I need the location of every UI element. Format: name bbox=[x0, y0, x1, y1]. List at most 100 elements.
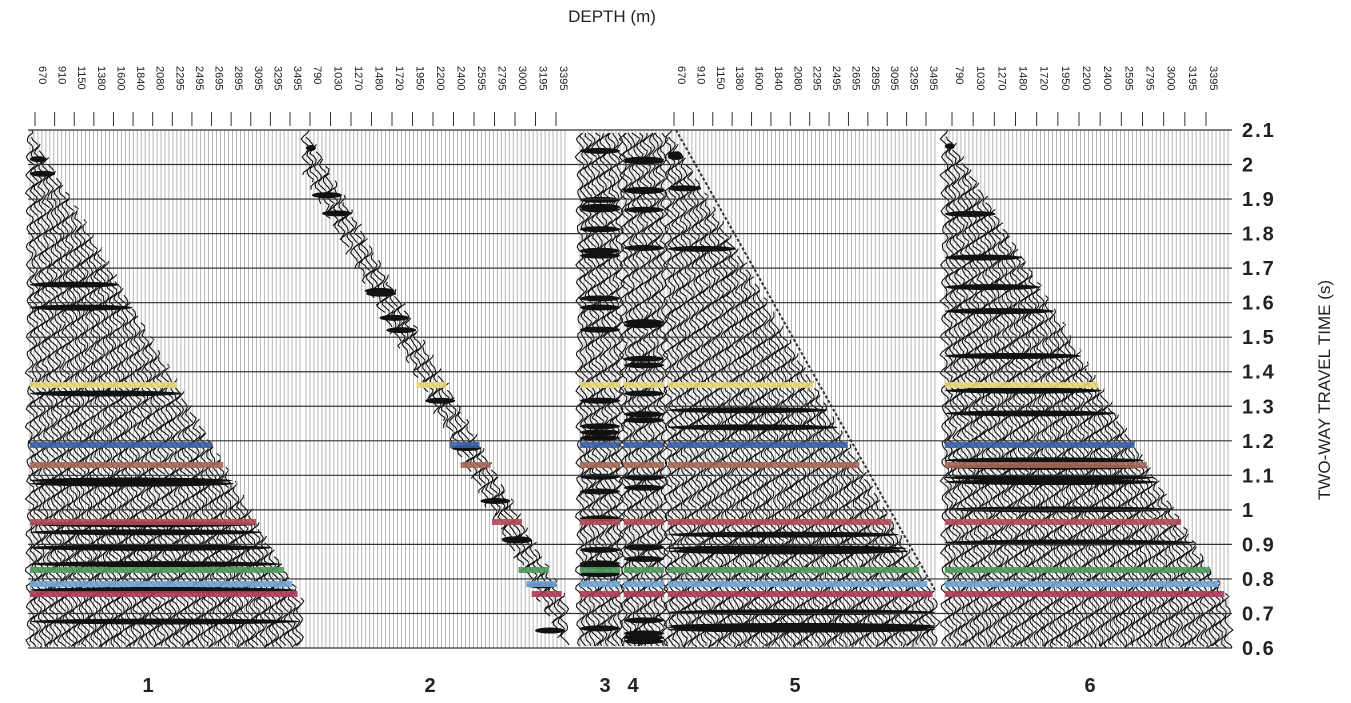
trace-wiggle bbox=[878, 506, 889, 646]
y-tick-label: 1.1 bbox=[1242, 465, 1276, 487]
trace-wiggle bbox=[1167, 506, 1178, 646]
depth-label: 1950 bbox=[414, 66, 426, 90]
trace-wiggle bbox=[1199, 559, 1209, 648]
reflection bbox=[624, 206, 664, 213]
trace-wiggle bbox=[1223, 599, 1234, 649]
reflection bbox=[379, 314, 410, 321]
reflection bbox=[580, 295, 620, 302]
horizon bbox=[30, 591, 298, 597]
trace-wiggle bbox=[291, 590, 302, 646]
trace-wiggle bbox=[925, 590, 936, 646]
depth-label: 2295 bbox=[811, 66, 823, 90]
reflection bbox=[624, 617, 664, 624]
depth-label: 3495 bbox=[927, 66, 939, 90]
trace-wiggle bbox=[203, 439, 215, 648]
panel-label: 3 bbox=[599, 675, 610, 697]
trace-wiggle bbox=[163, 370, 175, 648]
reflection bbox=[945, 210, 996, 217]
trace-wiggle bbox=[425, 353, 435, 400]
trace-wiggle bbox=[955, 156, 967, 646]
reflection bbox=[624, 555, 664, 562]
trace-wiggle bbox=[825, 416, 837, 648]
reflection bbox=[501, 536, 532, 543]
reflection bbox=[945, 284, 1040, 291]
trace-wiggle bbox=[215, 460, 226, 647]
depth-label: 790 bbox=[311, 66, 323, 84]
depth-label: 1150 bbox=[75, 66, 87, 90]
reflection bbox=[624, 186, 664, 193]
trace-wiggle bbox=[350, 216, 360, 262]
depth-label: 2595 bbox=[1122, 66, 1134, 90]
trace-wiggle bbox=[586, 132, 598, 647]
depth-label: 3095 bbox=[252, 66, 264, 90]
horizon bbox=[580, 382, 620, 388]
trace-wiggle bbox=[714, 220, 726, 647]
y-tick-label: 2 bbox=[1242, 155, 1255, 177]
y-tick-label: 2.1 bbox=[1242, 120, 1276, 142]
trace-wiggle bbox=[448, 397, 459, 443]
depth-label: 1030 bbox=[974, 66, 986, 90]
horizon bbox=[945, 462, 1147, 468]
horizon bbox=[668, 581, 928, 587]
depth-label: 3000 bbox=[1165, 66, 1177, 90]
depth-label: 2795 bbox=[496, 66, 508, 90]
depth-label: 2895 bbox=[232, 66, 244, 90]
reflection bbox=[30, 390, 183, 397]
depth-label: 1600 bbox=[753, 66, 765, 90]
reflection bbox=[668, 609, 935, 616]
reflection bbox=[580, 196, 620, 203]
horizon bbox=[945, 567, 1210, 573]
trace-wiggle bbox=[459, 418, 471, 465]
reflection bbox=[668, 245, 736, 252]
trace-wiggle bbox=[662, 129, 674, 647]
trace-wiggle bbox=[1147, 473, 1158, 646]
depth-label: 2400 bbox=[1101, 66, 1113, 90]
depth-label: 2595 bbox=[475, 66, 487, 90]
trace-wiggle bbox=[939, 129, 951, 647]
trace-wiggle bbox=[1183, 533, 1194, 648]
trace-wiggle bbox=[389, 289, 399, 335]
reflection bbox=[480, 497, 511, 504]
trace-wiggle bbox=[1219, 592, 1230, 648]
reflection bbox=[580, 429, 620, 436]
trace-wiggle bbox=[987, 208, 999, 648]
y-tick-label: 1.6 bbox=[1242, 293, 1276, 315]
reflection bbox=[668, 531, 899, 538]
trace-wiggle bbox=[1139, 460, 1150, 648]
reflection bbox=[580, 397, 620, 404]
depth-label: 1150 bbox=[714, 66, 726, 90]
depth-label: 1600 bbox=[114, 66, 126, 90]
y-tick-label: 1.4 bbox=[1242, 362, 1276, 384]
trace-wiggle bbox=[809, 387, 821, 647]
horizon bbox=[668, 442, 848, 448]
y-tick-label: 0.7 bbox=[1242, 603, 1276, 625]
depth-label: 1480 bbox=[1017, 66, 1029, 90]
trace-wiggle bbox=[519, 527, 531, 573]
trace-wiggle bbox=[283, 577, 294, 647]
trace-wiggle bbox=[929, 597, 941, 647]
y-tick-label: 1.7 bbox=[1242, 258, 1276, 280]
trace-wiggle bbox=[1079, 361, 1090, 648]
reflection bbox=[945, 479, 1157, 486]
trace-wiggle bbox=[678, 157, 690, 648]
trace-wiggle bbox=[48, 170, 60, 646]
depth-label: 790 bbox=[953, 66, 965, 84]
reflection bbox=[580, 252, 620, 259]
reflection bbox=[30, 561, 281, 568]
horizon bbox=[580, 519, 620, 525]
trace-wiggle bbox=[959, 162, 971, 647]
trace-wiggle bbox=[861, 478, 872, 648]
reflection bbox=[944, 474, 1155, 481]
depth-label: 3395 bbox=[1207, 66, 1219, 90]
trace-wiggle bbox=[1170, 513, 1182, 647]
horizon bbox=[668, 462, 860, 468]
trace-wiggle bbox=[801, 374, 814, 648]
depth-label: 3095 bbox=[888, 66, 900, 90]
depth-label: 1270 bbox=[352, 66, 364, 90]
trace-wiggle bbox=[275, 563, 285, 648]
depth-label: 2295 bbox=[173, 66, 185, 90]
reflection bbox=[624, 417, 664, 424]
reflection bbox=[580, 625, 620, 632]
y-tick-label: 1.9 bbox=[1242, 189, 1276, 211]
